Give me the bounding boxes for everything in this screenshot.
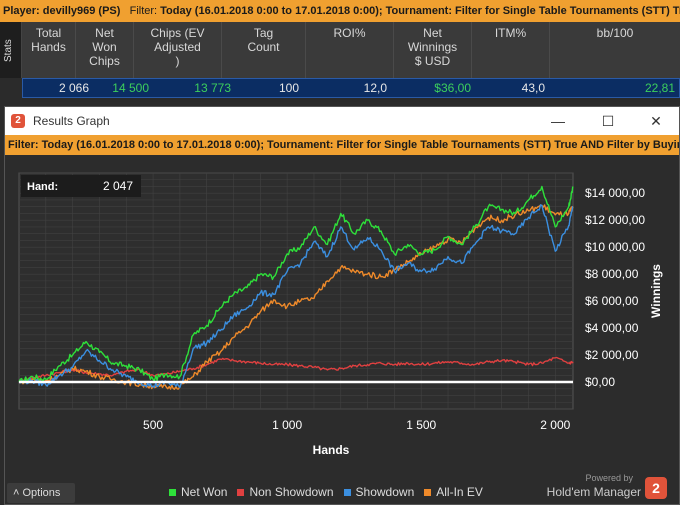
legend-swatch [237,489,245,497]
window-title: Results Graph [33,114,110,128]
y-tick-label: $6 000,00 [585,294,639,308]
y-tick-label: $12 000,00 [585,213,645,227]
y-tick-label: $10 000,00 [585,240,645,254]
cell-net-won-chips: 14 500 [112,81,149,95]
plot-area [18,172,574,410]
table-row[interactable]: 2 066 14 500 13 773 100 12,0 $36,00 43,0… [22,78,680,98]
brand-logo-icon: 2 [645,477,667,499]
minimize-button[interactable]: — [551,113,565,129]
x-axis-ticks: 500 1 000 1 500 2 000 [143,418,571,432]
maximize-button[interactable]: ☐ [601,113,615,129]
series-lines [18,185,574,391]
x-tick-label: 1 000 [272,418,302,432]
x-tick-label: 2 000 [540,418,570,432]
y-tick-label: $4 000,00 [585,321,639,335]
series-line-non-showdown [18,356,574,384]
hand-readout-label: Hand: [27,181,58,193]
graph-filter-text: Filter: Today (16.01.2018 0:00 to 17.01.… [8,139,679,151]
top-filter-bar: Player: devilly969 (PS) Filter: Today (1… [0,0,680,22]
cell-tag-count: 100 [278,81,299,95]
cell-net-winnings: $36,00 [434,81,471,95]
header-tag-count[interactable]: Tag Count [222,22,306,78]
stats-tab-label: Stats [3,39,14,62]
legend-item[interactable]: Showdown [343,485,415,499]
y-tick-label: $14 000,00 [585,186,645,200]
powered-by-text: Powered by [585,473,633,483]
cell-chips-ev-adjusted: 13 773 [194,81,231,95]
legend-label: Non Showdown [249,485,334,499]
hand-readout-box [21,175,141,197]
cell-bb100: 22,81 [644,81,675,95]
y-axis-label: Winnings [649,264,663,318]
results-chart[interactable]: $0,00 $2 000,00 $4 000,00 $6 000,00 $8 000,0… [5,155,679,479]
x-axis-label: Hands [313,443,350,457]
y-tick-label: $0,00 [585,375,615,389]
legend-swatch [343,489,351,497]
legend-swatch [424,489,432,497]
hm2-logo-icon: 2 [11,114,25,128]
cell-total-hands: 2 066 [58,81,89,95]
legend-swatch [169,489,176,497]
y-tick-label: $8 000,00 [585,267,639,281]
results-graph-window: 2 Results Graph — ☐ ✕ Filter: Today (16.… [4,106,680,505]
header-roi[interactable]: ROI% [306,22,394,78]
stats-table: Total Hands Net Won Chips Chips (EV Adju… [22,22,680,102]
header-net-won-chips[interactable]: Net Won Chips [76,22,134,78]
legend-label: Showdown [355,485,415,499]
y-tick-label: $2 000,00 [585,348,639,362]
header-net-winnings[interactable]: Net Winnings $ USD [394,22,472,78]
series-line-showdown [18,204,574,389]
header-total-hands[interactable]: Total Hands [22,22,76,78]
x-tick-label: 1 500 [406,418,436,432]
legend-item[interactable]: Net Won [169,485,227,499]
series-line-net-won [18,185,574,384]
filter-value: Today (16.01.2018 0:00 to 17.01.2018 0:0… [160,5,680,17]
graph-filter-bar: Filter: Today (16.01.2018 0:00 to 17.01.… [5,135,679,155]
cell-roi: 12,0 [363,81,387,95]
cell-itm: 43,0 [521,81,545,95]
chevron-up-icon: ˄ [13,487,20,499]
hand-readout-value: 2 047 [103,179,133,193]
series-line-all-in-ev [18,204,574,391]
y-axis-ticks: $0,00 $2 000,00 $4 000,00 $6 000,00 $8 000,0… [585,186,645,389]
legend-item[interactable]: All-In EV [424,485,483,499]
options-label: Options [22,487,61,499]
header-bb100[interactable]: bb/100 [596,26,634,40]
chart-legend: Net Won Non Showdown Showdown All-In EV [169,485,493,499]
window-titlebar[interactable]: 2 Results Graph — ☐ ✕ [5,107,679,135]
header-chips-ev-adjusted[interactable]: Chips (EV Adjusted ) [134,22,222,78]
x-tick-label: 500 [143,418,163,432]
options-button[interactable]: ˄ Options [7,483,75,503]
graph-footer: ˄ Options Net Won Non Showdown Showdown All… [5,473,679,505]
player-value: devilly969 (PS) [42,5,121,17]
brand-block: Powered by Hold'em Manager 2 [545,473,675,503]
header-itm[interactable]: ITM% [472,22,550,78]
filter-label: Filter: [129,5,158,17]
legend-item[interactable]: Non Showdown [237,485,334,499]
table-bottom [22,98,680,102]
player-label: Player: [3,5,40,17]
brand-name: Hold'em Manager [546,485,641,499]
stats-side-tab[interactable]: Stats [0,22,22,78]
close-button[interactable]: ✕ [650,113,662,129]
legend-label: All-In EV [436,485,483,499]
legend-label: Net Won [181,485,228,499]
